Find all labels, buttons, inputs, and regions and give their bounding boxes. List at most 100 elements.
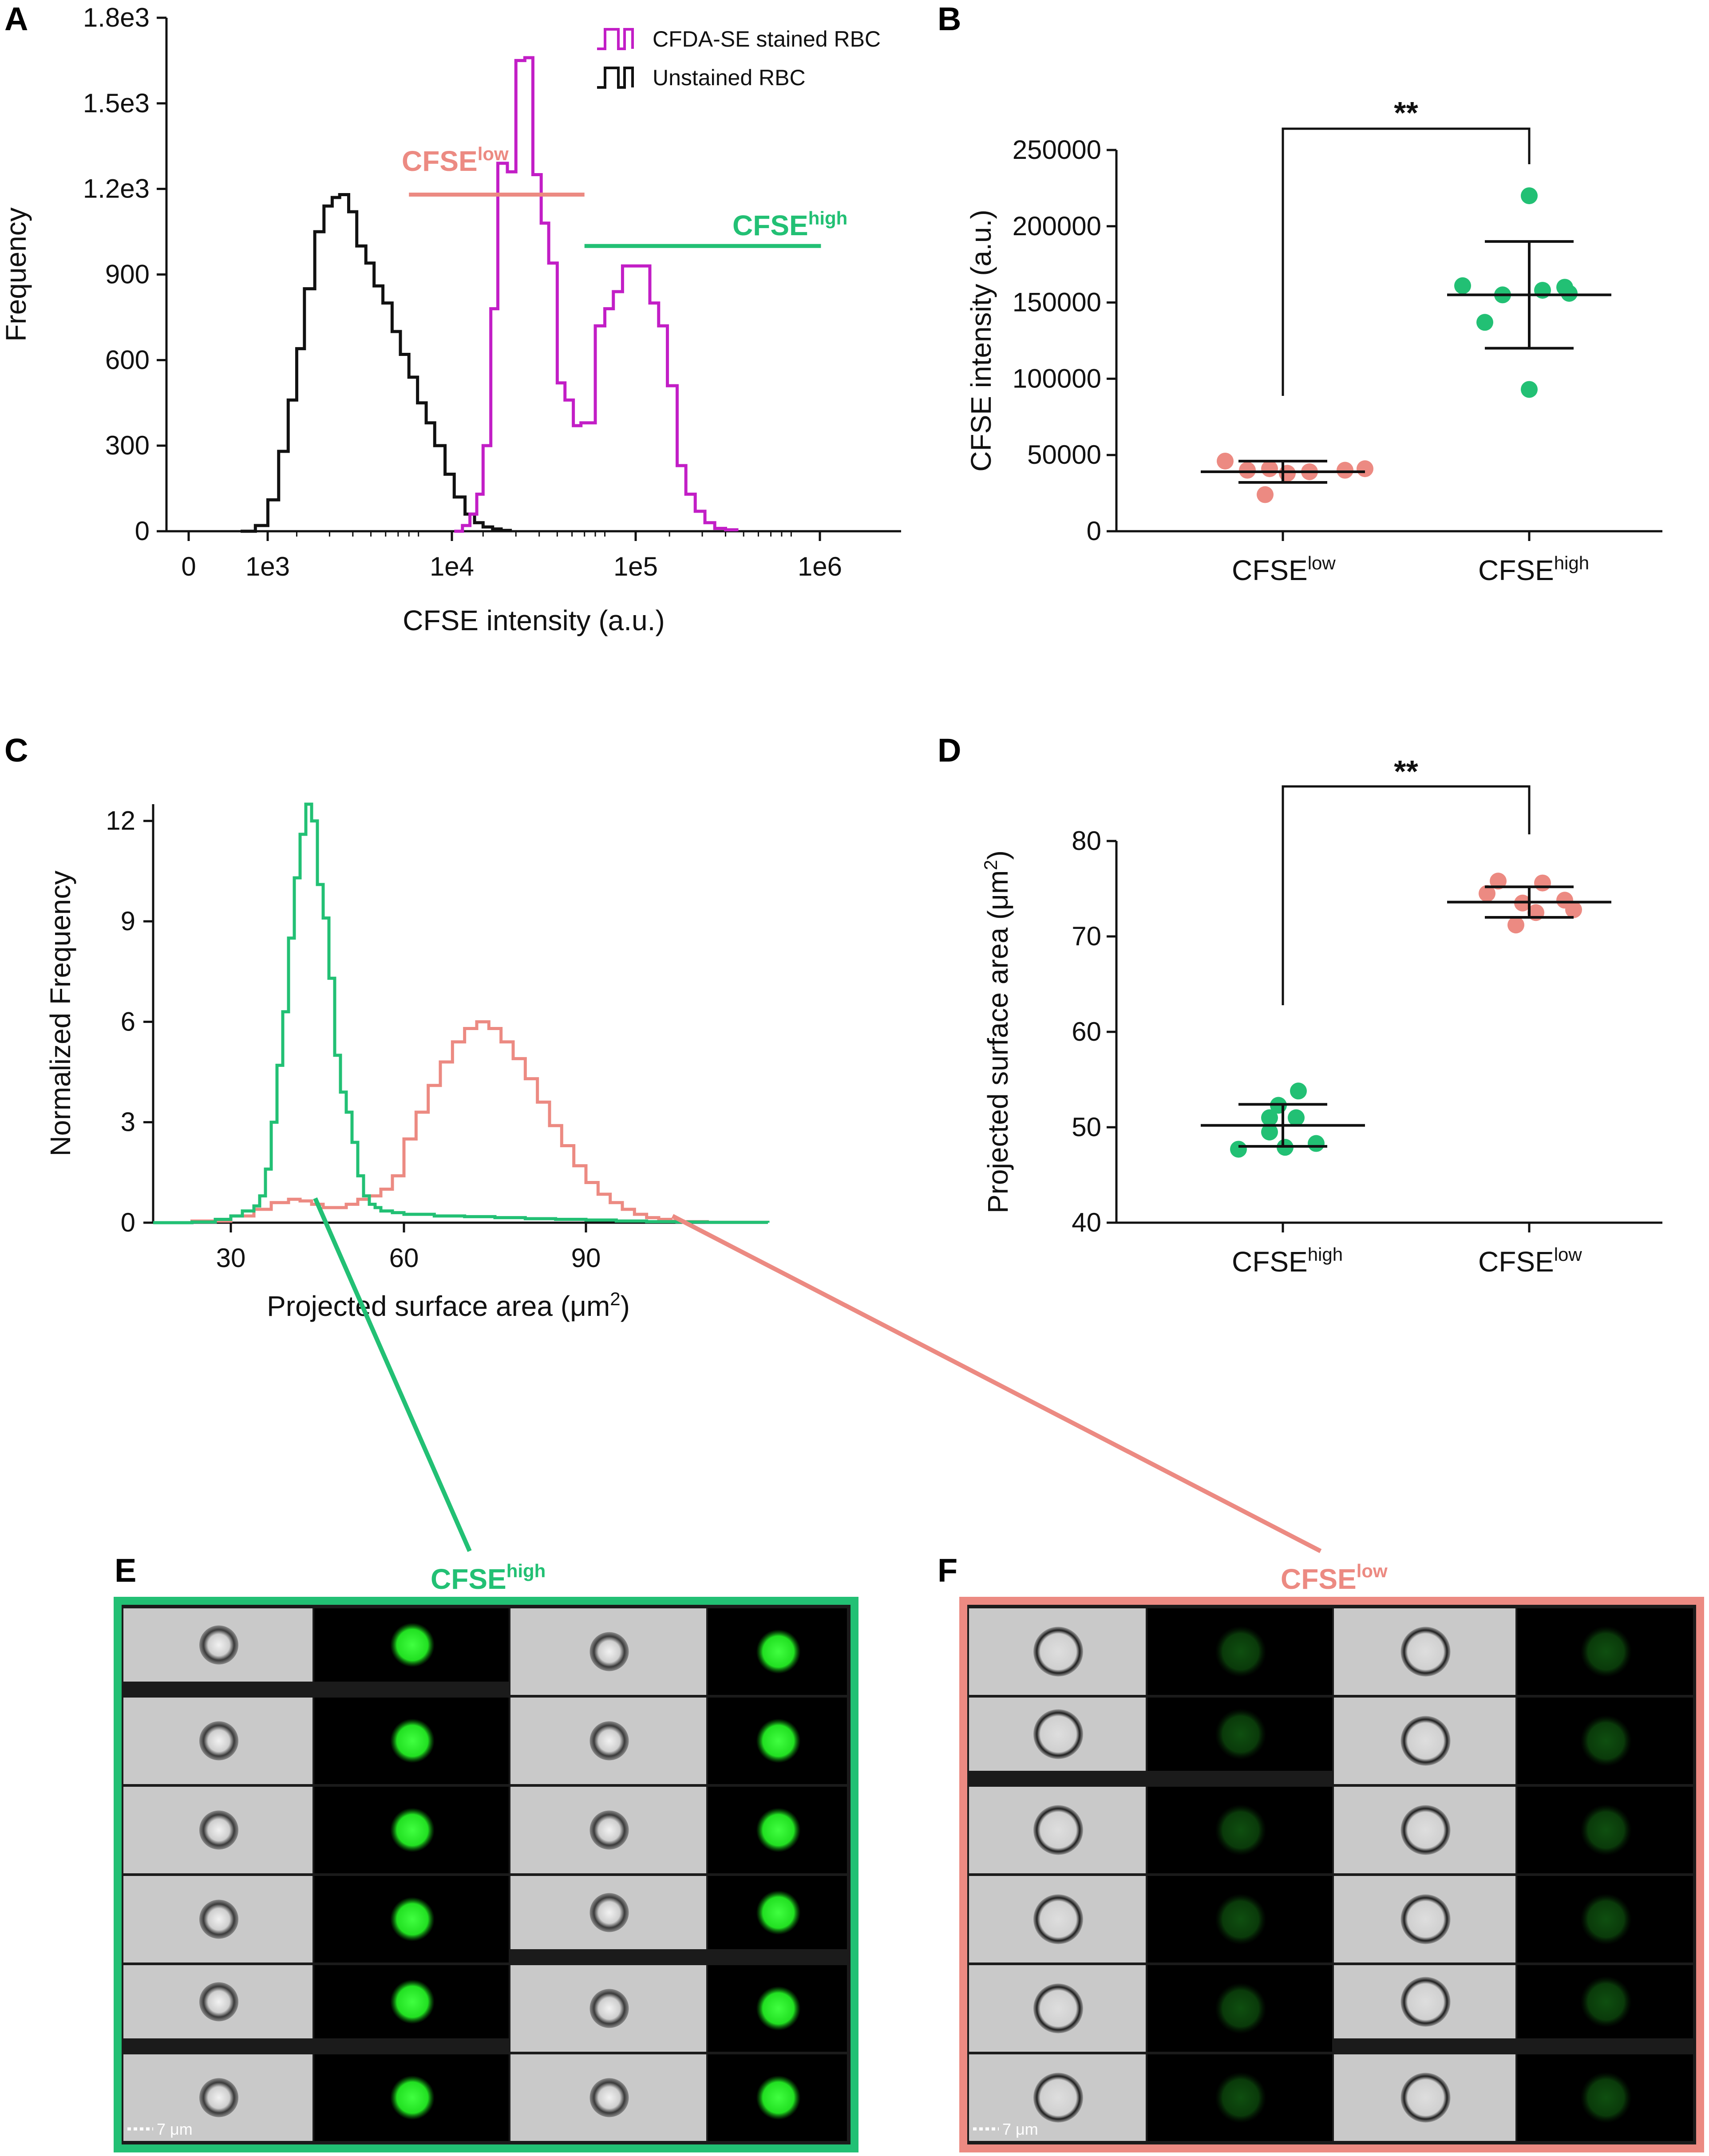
cell-fluorescence	[756, 1629, 801, 1674]
data-point	[1565, 901, 1582, 918]
cell-image	[1033, 1983, 1083, 2034]
x-tick-label: 60	[389, 1243, 419, 1273]
y-tick-label: 0	[1087, 516, 1101, 546]
scale-bar-label: 7 μm	[157, 2120, 193, 2138]
data-point	[1507, 916, 1524, 934]
cell-image	[199, 1899, 238, 1939]
histogram-surface-area: 0 3 6 9 12 30 60 90 Projected surface area (μm2)…	[44, 802, 770, 1322]
gate-label-cfse-high: CFSEhigh	[732, 208, 847, 241]
cell-fluorescence	[1580, 2072, 1632, 2124]
category-label: CFSElow	[1478, 1244, 1582, 1278]
cell-image	[1400, 1716, 1451, 1766]
panel-label-c: C	[4, 732, 28, 769]
cell-image	[199, 2078, 238, 2117]
cell-fluorescence	[756, 1890, 801, 1935]
panel-label-b: B	[938, 0, 961, 37]
x-axis-label: CFSE intensity (a.u.)	[403, 604, 665, 636]
gallery-title-cfse-high: CFSEhigh	[431, 1560, 546, 1595]
cell-fluorescence	[756, 1808, 801, 1852]
x-tick-label: 90	[571, 1243, 601, 1273]
significance-label: **	[1394, 95, 1418, 130]
data-point	[1261, 460, 1278, 478]
x-tick-label: 1e6	[798, 552, 842, 581]
cell-fluorescence	[1215, 1982, 1266, 2034]
cell-fluorescence	[1215, 2072, 1266, 2124]
data-point	[1534, 874, 1551, 892]
data-point	[1476, 314, 1493, 331]
gate-label-cfse-low: CFSElow	[402, 143, 509, 177]
cell-image	[199, 1625, 238, 1665]
category-label: CFSElow	[1232, 553, 1336, 586]
cell-image	[589, 1893, 629, 1932]
data-point	[1257, 486, 1274, 503]
cell-image	[1400, 2073, 1451, 2123]
y-tick-label: 0	[121, 1208, 135, 1237]
cell-fluorescence	[1580, 1976, 1632, 2028]
panel-label-e: E	[115, 1552, 136, 1589]
legend-label-stained: CFDA-SE stained RBC	[653, 27, 881, 51]
cell-image	[1033, 1805, 1083, 1855]
data-point	[1308, 1135, 1325, 1152]
y-tick-label: 1.2e3	[83, 174, 150, 204]
cell-fluorescence	[390, 2075, 435, 2120]
y-tick-label: 50	[1072, 1112, 1101, 1142]
data-point	[1357, 460, 1373, 478]
cell-fluorescence	[390, 1718, 435, 1763]
cell-image	[589, 1810, 629, 1850]
y-tick-label: 900	[105, 260, 150, 289]
series-stained-rbc	[454, 56, 739, 533]
panel-label-d: D	[938, 732, 961, 769]
data-point	[1337, 462, 1353, 479]
cell-image	[1400, 1627, 1451, 1677]
y-tick-label: 0	[135, 516, 150, 546]
y-tick-label: 9	[121, 906, 135, 936]
y-tick-label: 80	[1072, 826, 1101, 856]
y-axis-label: Projected surface area (μm2)	[980, 850, 1014, 1213]
panel-label-f: F	[938, 1552, 957, 1589]
cell-fluorescence	[756, 2075, 801, 2120]
cell-image	[1033, 2073, 1083, 2123]
data-point	[1479, 885, 1495, 902]
x-tick-label: 0	[181, 552, 196, 581]
cell-image	[589, 1989, 629, 2028]
y-tick-label: 600	[105, 345, 150, 375]
cell-fluorescence	[1580, 1804, 1632, 1856]
y-axis-label: Frequency	[0, 207, 32, 341]
data-point	[1290, 1082, 1307, 1100]
series-cfse-low	[153, 1020, 770, 1224]
data-point	[1230, 1141, 1247, 1158]
connector-line-cfse-high	[313, 1197, 472, 1552]
cell-fluorescence	[390, 1623, 435, 1667]
y-tick-label: 100000	[1013, 363, 1101, 393]
cell-image	[1033, 1709, 1083, 1759]
data-point	[1279, 465, 1296, 482]
data-point	[1288, 1109, 1305, 1126]
data-point	[1261, 1109, 1278, 1126]
y-tick-label: 12	[106, 806, 135, 836]
cell-fluorescence	[756, 1718, 801, 1763]
y-tick-label: 150000	[1013, 288, 1101, 317]
category-label: CFSEhigh	[1478, 553, 1589, 586]
connector-line-cfse-low	[671, 1214, 1322, 1553]
gallery-title-cfse-low: CFSElow	[1281, 1560, 1388, 1595]
panel-label-a: A	[4, 0, 28, 37]
series-unstained-rbc	[241, 193, 512, 533]
legend-label-unstained: Unstained RBC	[653, 65, 806, 90]
scatter-cfse-intensity: 0 50000 100000 150000 200000 250000 CFSElow CFS…	[965, 95, 1662, 586]
data-point	[1490, 873, 1507, 890]
data-point	[1521, 381, 1538, 398]
data-point	[1561, 284, 1578, 302]
cell-fluorescence	[756, 1986, 801, 2031]
y-tick-label: 300	[105, 430, 150, 460]
y-tick-label: 50000	[1027, 440, 1101, 470]
y-tick-label: 250000	[1013, 135, 1101, 165]
y-axis-label: Normalized Frequency	[44, 871, 76, 1157]
cell-image	[589, 1632, 629, 1671]
data-point	[1454, 277, 1471, 294]
cell-fluorescence	[1215, 1626, 1266, 1678]
y-tick-label: 1.5e3	[83, 88, 150, 118]
data-point	[1239, 462, 1256, 479]
y-tick-label: 60	[1072, 1017, 1101, 1046]
cell-image	[1400, 1805, 1451, 1855]
